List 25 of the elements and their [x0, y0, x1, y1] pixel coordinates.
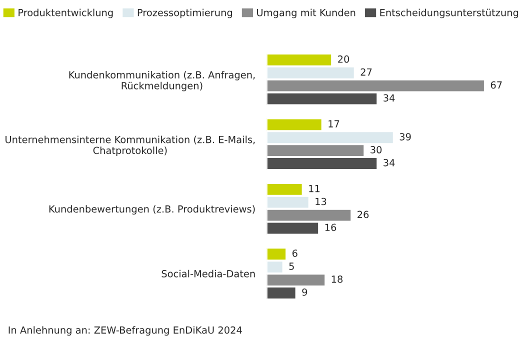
data-label: 34: [384, 158, 395, 166]
data-label: 16: [325, 224, 336, 232]
legend-label: Entscheidungsunterstützung: [380, 8, 518, 18]
data-label: 67: [490, 81, 502, 89]
legend-label: Produktentwicklung: [18, 8, 113, 18]
legend-label: Umgang mit Kunden: [257, 8, 356, 18]
y-tick-label: Unternehmensinterne Kommunikation (z.B. E-Mails, Chatprotokolle): [6, 136, 255, 156]
data-label: 17: [328, 120, 340, 128]
data-label: 34: [384, 94, 395, 102]
y-tick-label: Kundenkommunikation (z.B. Anfragen, Rückmeldungen): [69, 70, 255, 92]
data-label: 20: [338, 55, 350, 63]
data-label: 13: [316, 198, 326, 206]
data-label: 9: [302, 288, 308, 296]
y-tick-label: Social-Media-Daten: [162, 270, 255, 278]
data-label: 11: [309, 185, 320, 192]
data-label: 5: [289, 262, 294, 270]
data-label: 26: [358, 210, 369, 218]
text: In Anlehnung an: ZEW-Befragung EnDiKaU 2024: [8, 326, 242, 336]
data-label: 27: [360, 68, 372, 76]
data-label: 18: [332, 276, 343, 283]
legend-label: Prozessoptimierung: [138, 8, 232, 18]
data-label: 6: [292, 250, 298, 257]
data-label: 30: [370, 146, 382, 154]
y-tick-label: Kundenbewertungen (z.B. Produktreviews): [49, 205, 255, 215]
data-label: 39: [400, 133, 411, 140]
